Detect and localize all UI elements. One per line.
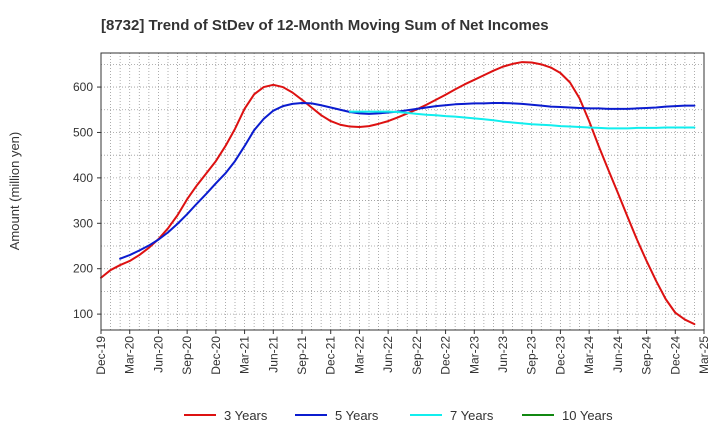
x-tick-label: Mar-20 [123,336,137,374]
legend: 3 Years 5 Years 7 Years 10 Years [184,408,613,423]
y-tick-label: 100 [73,307,93,321]
x-tick-label: Sep-21 [295,336,309,375]
x-tick-label: Mar-21 [238,336,252,374]
x-tick-label: Sep-23 [525,336,539,375]
x-tick-label: Dec-20 [209,336,223,375]
legend-label: 5 Years [335,408,379,423]
x-tick-label: Dec-23 [553,336,567,375]
y-tick-label: 600 [73,80,93,94]
y-tick-label: 200 [73,262,93,276]
series-line-7-years [348,110,696,130]
y-axis-title: Amount (million yen) [7,132,22,251]
y-tick-label: 400 [73,171,93,185]
x-tick-label: Dec-19 [94,336,108,375]
grid-layer [101,53,704,330]
x-tick-label: Sep-22 [410,336,424,375]
x-tick-label: Dec-22 [439,336,453,375]
x-tick-label: Sep-24 [640,336,654,375]
x-tick-label: Jun-21 [266,336,280,373]
legend-label: 3 Years [224,408,268,423]
legend-label: 10 Years [562,408,613,423]
chart-title: [8732] Trend of StDev of 12-Month Moving… [101,17,549,34]
plot-background [101,53,704,330]
plot-border [100,52,705,331]
y-tick-labels: 100 200 300 400 500 600 [73,80,101,321]
x-tick-labels: Dec-19 Mar-20 Jun-20 Sep-20 Dec-20 Mar-21 Jun-… [94,330,711,375]
x-tick-label: Mar-24 [582,336,596,374]
y-tick-label: 500 [73,125,93,139]
x-tick-label: Dec-21 [324,336,338,375]
x-tick-label: Sep-20 [180,336,194,375]
x-tick-label: Mar-23 [467,336,481,374]
x-tick-label: Jun-22 [381,336,395,373]
y-tick-label: 300 [73,216,93,230]
legend-label: 7 Years [450,408,494,423]
series-line-3-years [100,61,696,326]
x-tick-label: Mar-25 [697,336,711,374]
series-line-5-years [119,101,696,260]
x-tick-label: Jun-23 [496,336,510,373]
x-tick-label: Mar-22 [352,336,366,374]
x-tick-label: Jun-24 [611,336,625,373]
x-tick-label: Jun-20 [151,336,165,373]
series-layer [100,61,696,326]
x-tick-label: Dec-24 [668,336,682,375]
